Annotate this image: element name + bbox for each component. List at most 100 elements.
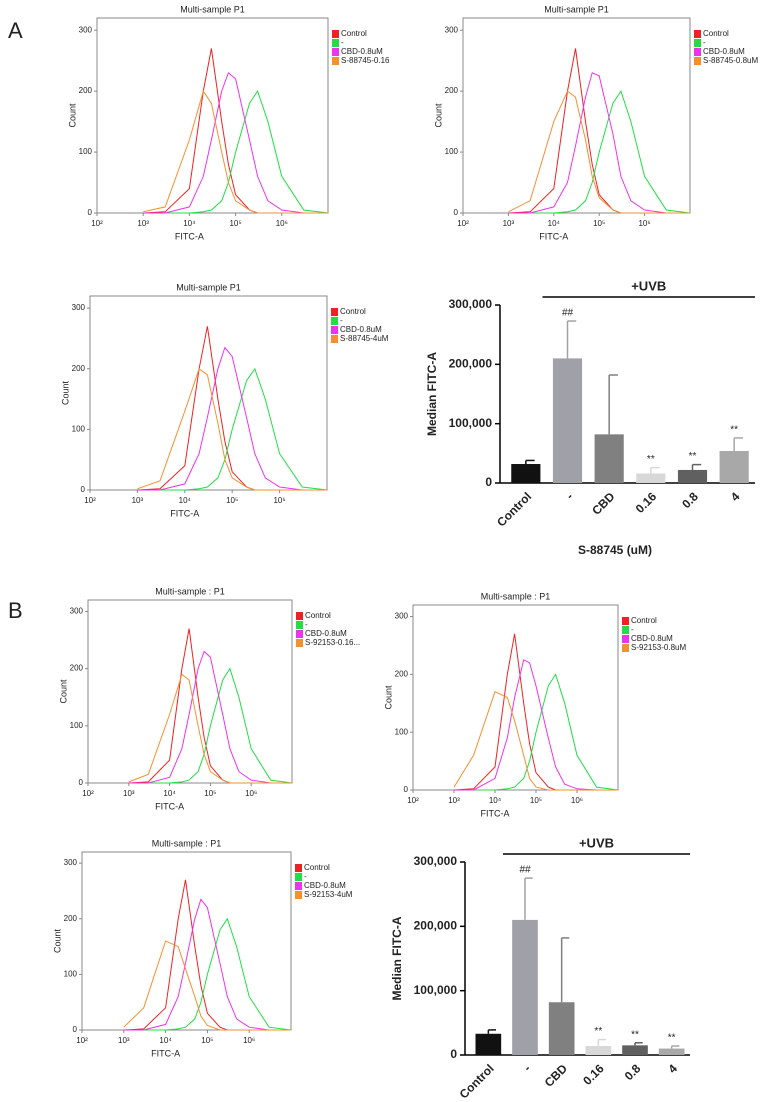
x-tick-label: 10⁴ bbox=[183, 219, 196, 228]
plot-frame bbox=[412, 604, 619, 791]
histogram-line bbox=[123, 879, 291, 1031]
legend-swatch bbox=[331, 335, 338, 343]
y-tick-label: 100 bbox=[70, 721, 84, 730]
x-tick-label: 10⁴ bbox=[489, 796, 502, 805]
y-tick-label: 100 bbox=[79, 147, 93, 156]
x-tick-label: 10⁶ bbox=[273, 496, 285, 505]
y-axis-label: Count bbox=[383, 685, 393, 710]
legend-label: - bbox=[305, 620, 308, 629]
y-tick-label: 200 bbox=[79, 86, 93, 95]
x-tick-label: 0.16 bbox=[633, 489, 660, 516]
legend-swatch bbox=[295, 891, 302, 899]
x-tick-label: 10³ bbox=[132, 496, 144, 505]
legend-swatch bbox=[622, 626, 629, 634]
legend-swatch bbox=[296, 639, 303, 647]
x-axis-label: FITC-A bbox=[151, 1048, 180, 1058]
x-tick-label: 10⁶ bbox=[571, 796, 583, 805]
y-tick-label: 0 bbox=[450, 1047, 457, 1061]
y-tick-label: 100,000 bbox=[414, 983, 458, 997]
x-tick-label: 10³ bbox=[448, 796, 460, 805]
x-axis-label: S-88745 (uM) bbox=[578, 543, 652, 557]
legend-swatch bbox=[622, 644, 629, 652]
y-tick-label: 300,000 bbox=[449, 297, 493, 311]
histogram-line bbox=[143, 48, 328, 214]
legend-swatch bbox=[296, 612, 303, 620]
plot-frame bbox=[462, 17, 691, 214]
y-tick-label: 300 bbox=[395, 612, 409, 621]
x-tick-label: 10⁴ bbox=[179, 496, 192, 505]
histogram-line bbox=[123, 940, 291, 1031]
x-tick-label: 10⁶ bbox=[276, 219, 288, 228]
histogram-line bbox=[123, 917, 292, 1031]
y-axis-label: Count bbox=[67, 103, 77, 128]
legend-swatch bbox=[331, 317, 338, 325]
plot-frame bbox=[87, 599, 293, 784]
legend-label: - bbox=[631, 625, 634, 634]
bar bbox=[511, 464, 541, 483]
legend-label: Control bbox=[340, 307, 366, 316]
x-tick-label: 10² bbox=[76, 1036, 88, 1045]
chart-title: Multi-sample P1 bbox=[544, 4, 609, 14]
histogram-line bbox=[454, 673, 619, 791]
y-tick-label: 200 bbox=[70, 664, 84, 673]
x-tick-label: - bbox=[521, 1061, 534, 1074]
histogram-line bbox=[123, 898, 291, 1031]
legend-label: CBD-0.8uM bbox=[340, 325, 382, 334]
legend-swatch bbox=[331, 326, 338, 334]
bar bbox=[719, 450, 749, 483]
chart-title: Multi-sample : P1 bbox=[152, 838, 222, 848]
legend-swatch bbox=[295, 882, 302, 890]
legend-label: Control bbox=[631, 616, 657, 625]
plot-frame bbox=[96, 17, 329, 214]
legend-label: CBD-0.8uM bbox=[304, 881, 346, 890]
significance-label: ## bbox=[562, 308, 574, 319]
histogram-line bbox=[137, 367, 327, 491]
legend-swatch bbox=[694, 39, 701, 47]
y-tick-label: 200,000 bbox=[414, 919, 458, 933]
x-tick-label: 0.16 bbox=[580, 1061, 607, 1088]
bar bbox=[622, 1045, 648, 1055]
legend-label: - bbox=[341, 38, 344, 47]
x-tick-label: 10⁵ bbox=[229, 219, 241, 228]
histogram-line bbox=[128, 667, 293, 784]
legend-label: - bbox=[304, 872, 307, 881]
y-tick-label: 0 bbox=[73, 1025, 78, 1034]
bracket-label: +UVB bbox=[631, 278, 666, 293]
legend-label: Control bbox=[305, 611, 331, 620]
legend-label: Control bbox=[341, 29, 367, 38]
y-axis-label: Count bbox=[433, 103, 443, 128]
legend-swatch bbox=[694, 48, 701, 56]
x-axis-label: FITC-A bbox=[539, 231, 568, 241]
y-tick-label: 0 bbox=[79, 778, 84, 787]
plot-frame bbox=[81, 851, 292, 1031]
legend-label: CBD-0.8uM bbox=[703, 47, 745, 56]
bracket-label: +UVB bbox=[579, 835, 614, 850]
bar bbox=[585, 1045, 612, 1055]
significance-label: ** bbox=[689, 451, 697, 462]
legend-label: S-88745-0.16 bbox=[341, 56, 390, 65]
x-tick-label: 10⁵ bbox=[226, 496, 238, 505]
x-tick-label: 10⁶ bbox=[243, 1036, 255, 1045]
x-tick-label: 10² bbox=[84, 496, 96, 505]
panel-label: B bbox=[8, 598, 23, 623]
y-tick-label: 100 bbox=[445, 147, 459, 156]
x-tick-label: CBD bbox=[542, 1061, 571, 1090]
histogram-line bbox=[508, 48, 690, 214]
y-tick-label: 200,000 bbox=[449, 357, 493, 371]
x-axis-label: FITC-A bbox=[170, 508, 199, 518]
legend-label: S-88745-0.8uM bbox=[703, 56, 758, 65]
legend-label: CBD-0.8uM bbox=[631, 634, 673, 643]
legend-swatch bbox=[296, 621, 303, 629]
chart-title: Multi-sample : P1 bbox=[481, 591, 551, 601]
legend-swatch bbox=[331, 308, 338, 316]
panel-label: A bbox=[8, 18, 23, 43]
histogram-line bbox=[453, 633, 618, 791]
x-tick-label: 10⁴ bbox=[163, 789, 176, 798]
y-tick-label: 200 bbox=[72, 364, 86, 373]
y-axis-label: Count bbox=[60, 381, 70, 406]
histogram-line bbox=[454, 659, 618, 791]
x-tick-label: 10⁶ bbox=[245, 789, 257, 798]
y-tick-label: 300 bbox=[79, 25, 93, 34]
plot-frame bbox=[89, 295, 328, 491]
